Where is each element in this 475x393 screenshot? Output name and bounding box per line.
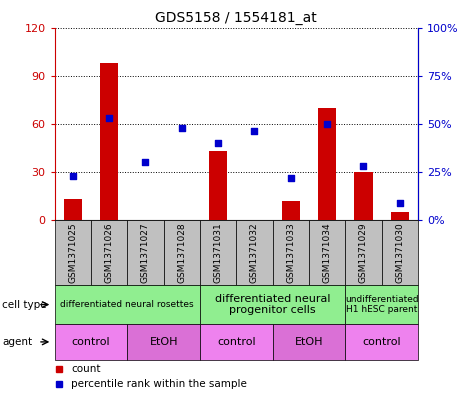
Point bbox=[214, 140, 222, 146]
Bar bbox=[345, 324, 418, 360]
Point bbox=[142, 159, 149, 165]
Bar bbox=[382, 220, 418, 285]
Text: GSM1371028: GSM1371028 bbox=[177, 222, 186, 283]
Text: GSM1371031: GSM1371031 bbox=[214, 222, 223, 283]
Point bbox=[323, 121, 331, 127]
Bar bbox=[209, 151, 227, 220]
Text: control: control bbox=[72, 337, 110, 347]
Bar bbox=[309, 220, 345, 285]
Bar bbox=[237, 220, 273, 285]
Text: GSM1371027: GSM1371027 bbox=[141, 222, 150, 283]
Bar bbox=[200, 220, 237, 285]
Bar bbox=[127, 220, 163, 285]
Text: GSM1371032: GSM1371032 bbox=[250, 222, 259, 283]
Bar bbox=[200, 285, 345, 324]
Text: agent: agent bbox=[2, 337, 32, 347]
Text: differentiated neural
progenitor cells: differentiated neural progenitor cells bbox=[215, 294, 331, 315]
Text: count: count bbox=[71, 364, 101, 375]
Point bbox=[105, 115, 113, 121]
Bar bbox=[64, 199, 82, 220]
Point bbox=[287, 174, 294, 181]
Bar bbox=[163, 220, 200, 285]
Text: GSM1371033: GSM1371033 bbox=[286, 222, 295, 283]
Bar bbox=[55, 220, 91, 285]
Text: GSM1371029: GSM1371029 bbox=[359, 222, 368, 283]
Bar bbox=[55, 285, 200, 324]
Bar bbox=[100, 63, 118, 220]
Bar bbox=[55, 324, 127, 360]
Bar bbox=[345, 285, 418, 324]
Bar bbox=[273, 324, 345, 360]
Title: GDS5158 / 1554181_at: GDS5158 / 1554181_at bbox=[155, 11, 317, 25]
Bar bbox=[318, 108, 336, 220]
Point bbox=[396, 200, 404, 206]
Bar bbox=[200, 324, 273, 360]
Point bbox=[251, 129, 258, 135]
Text: percentile rank within the sample: percentile rank within the sample bbox=[71, 379, 247, 389]
Text: undifferentiated
H1 hESC parent: undifferentiated H1 hESC parent bbox=[345, 295, 418, 314]
Point bbox=[178, 125, 186, 131]
Bar bbox=[127, 324, 200, 360]
Text: EtOH: EtOH bbox=[149, 337, 178, 347]
Text: cell type: cell type bbox=[2, 299, 47, 310]
Text: control: control bbox=[362, 337, 401, 347]
Bar bbox=[391, 212, 409, 220]
Text: GSM1371030: GSM1371030 bbox=[395, 222, 404, 283]
Bar bbox=[354, 172, 372, 220]
Text: GSM1371034: GSM1371034 bbox=[323, 222, 332, 283]
Text: differentiated neural rosettes: differentiated neural rosettes bbox=[60, 300, 194, 309]
Text: control: control bbox=[217, 337, 256, 347]
Point bbox=[69, 173, 76, 179]
Text: EtOH: EtOH bbox=[294, 337, 323, 347]
Point bbox=[360, 163, 367, 169]
Text: GSM1371026: GSM1371026 bbox=[104, 222, 114, 283]
Bar bbox=[345, 220, 382, 285]
Bar bbox=[273, 220, 309, 285]
Text: GSM1371025: GSM1371025 bbox=[68, 222, 77, 283]
Bar bbox=[91, 220, 127, 285]
Bar bbox=[282, 201, 300, 220]
